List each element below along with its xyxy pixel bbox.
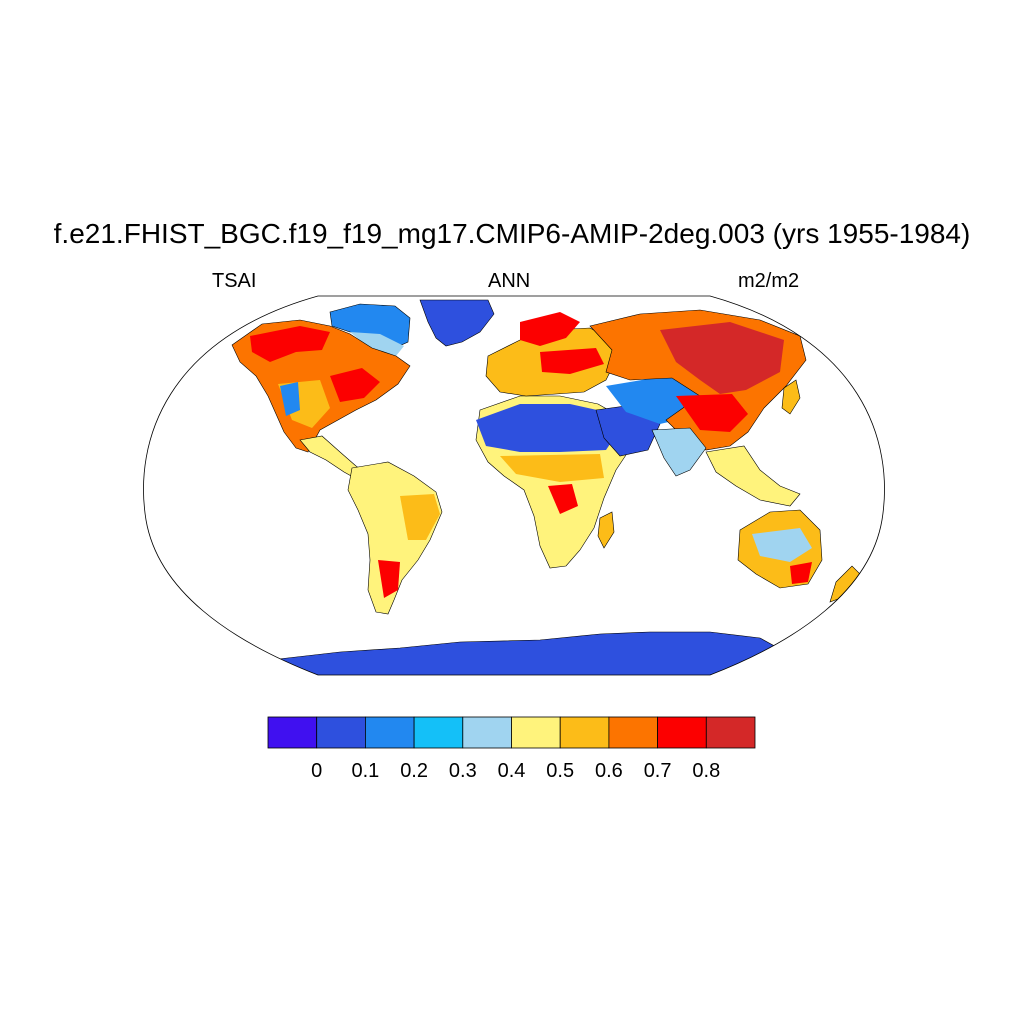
colorbar-box — [462, 716, 512, 749]
variable-label: TSAI — [212, 270, 257, 292]
region-na-east-red — [330, 368, 380, 402]
region-alaska-red — [250, 326, 330, 362]
units-label: m2/m2 — [738, 270, 800, 292]
colorbar-boxes — [267, 716, 756, 749]
globe-border — [143, 295, 885, 676]
colorbar-label: 0.7 — [644, 760, 672, 782]
region-australia-se-red — [790, 562, 812, 584]
region-sahara — [476, 404, 618, 452]
colorbar-label: 0 — [311, 760, 322, 782]
map-field — [231, 299, 861, 675]
region-na-blue — [280, 382, 300, 416]
colorbar-box — [267, 716, 318, 749]
colorbar-label: 0.5 — [546, 760, 574, 782]
colorbar-box — [608, 716, 659, 749]
season-label: ANN — [488, 270, 531, 292]
region-japan — [781, 379, 801, 415]
region-se-asia — [705, 445, 801, 507]
colorbar-box — [316, 716, 366, 749]
colorbar-label: 0.8 — [692, 760, 720, 782]
region-scandinavia-red — [520, 312, 580, 346]
colorbar-box — [364, 716, 415, 749]
region-madagascar — [597, 511, 615, 549]
region-sahel-orange — [500, 454, 604, 482]
colorbar-label: 0.6 — [595, 760, 623, 782]
colorbar-label: 0.3 — [449, 760, 477, 782]
colorbar-label: 0.4 — [498, 760, 526, 782]
colorbar-box — [657, 716, 707, 749]
region-sa-south-red — [378, 560, 400, 598]
colorbar-box — [705, 716, 756, 749]
region-east-asia-red — [676, 394, 748, 432]
region-central-africa-red — [548, 484, 578, 514]
colorbar-box — [559, 716, 610, 749]
region-antarctica — [239, 631, 801, 675]
region-siberia-red — [660, 322, 784, 394]
region-europe-red — [540, 348, 604, 374]
region-central-asia — [606, 376, 700, 424]
colorbar-labels: 0 0.1 0.2 0.3 0.4 0.5 0.6 0.7 0.8 — [311, 760, 720, 782]
colorbar-label: 0.1 — [351, 760, 379, 782]
colorbar-label: 0.2 — [400, 760, 428, 782]
region-australia-interior — [752, 528, 812, 562]
region-greenland — [419, 299, 495, 347]
plot-title: f.e21.FHIST_BGC.f19_f19_mg17.CMIP6-AMIP-… — [53, 218, 971, 249]
region-canadian-arctic-light — [350, 332, 404, 356]
region-india — [651, 427, 707, 477]
colorbar-box — [511, 716, 561, 749]
colorbar-box — [413, 716, 464, 749]
region-sa-east-orange — [400, 494, 440, 540]
